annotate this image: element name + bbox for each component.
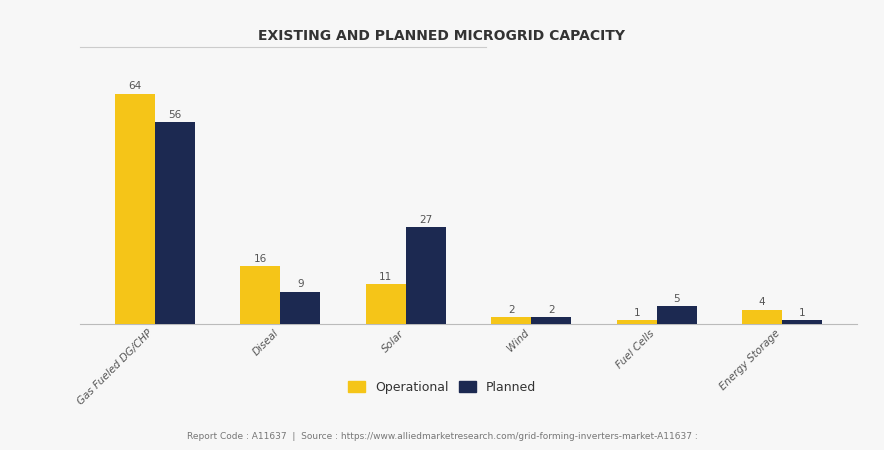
Legend: Operational, Planned: Operational, Planned	[343, 376, 541, 399]
Bar	[616, 320, 657, 324]
Text: 56: 56	[168, 110, 181, 120]
Text: 1: 1	[799, 308, 805, 318]
Text: 1: 1	[633, 308, 640, 318]
Bar	[492, 317, 531, 324]
Text: 4: 4	[758, 297, 766, 307]
Bar	[782, 320, 822, 324]
Text: 2: 2	[548, 305, 554, 315]
Bar	[406, 227, 446, 324]
Bar	[531, 317, 571, 324]
Bar	[240, 266, 280, 324]
Text: 5: 5	[674, 294, 680, 304]
Text: 11: 11	[379, 272, 392, 282]
Text: 9: 9	[297, 279, 304, 289]
Text: 27: 27	[419, 215, 432, 225]
Text: Report Code : A11637  |  Source : https://www.alliedmarketresearch.com/grid-form: Report Code : A11637 | Source : https://…	[187, 432, 697, 441]
Bar	[742, 310, 782, 324]
Text: EXISTING AND PLANNED MICROGRID CAPACITY: EXISTING AND PLANNED MICROGRID CAPACITY	[258, 29, 626, 43]
Text: 16: 16	[254, 254, 267, 264]
Bar	[366, 284, 406, 324]
Bar	[155, 122, 195, 324]
Bar	[657, 306, 697, 324]
Text: 64: 64	[128, 81, 141, 91]
Bar	[115, 94, 155, 324]
Bar	[280, 292, 321, 324]
Text: 2: 2	[508, 305, 514, 315]
